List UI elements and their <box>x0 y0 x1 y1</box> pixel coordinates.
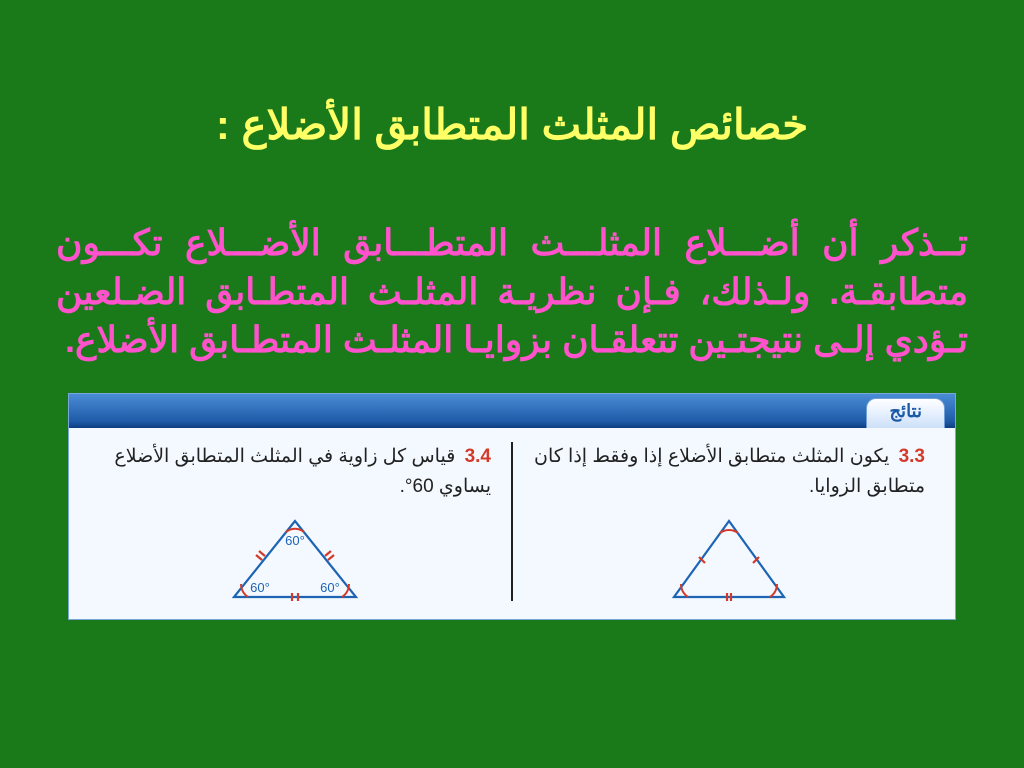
angle-top-label: 60° <box>285 533 305 548</box>
angle-left-label: 60° <box>250 580 270 595</box>
triangle-sixty-icon: 60° 60° 60° <box>210 509 380 609</box>
rule-number-1: 3.3 <box>899 446 925 467</box>
rule-body-1: يكون المثلث متطابق الأضلاع إذا وفقط إذا … <box>534 446 925 497</box>
rule-col-2: 3.4 قياس كل زاوية في المثلث المتطابق الأ… <box>83 442 507 609</box>
rule-text-1: 3.3 يكون المثلث متطابق الأضلاع إذا وفقط … <box>533 442 925 503</box>
slide-title: خصائص المثلث المتطابق الأضلاع : <box>50 100 974 149</box>
body-paragraph: تــذكر أن أضـــلاع المثلـــث المتطـــابق… <box>50 219 974 365</box>
results-box: نتائج 3.3 يكون المثلث متطابق الأضلاع إذا… <box>68 393 956 620</box>
column-divider <box>511 442 513 601</box>
rule-body-2: قياس كل زاوية في المثلث المتطابق الأضلاع… <box>114 446 491 497</box>
results-columns: 3.3 يكون المثلث متطابق الأضلاع إذا وفقط … <box>69 428 955 619</box>
figure-1 <box>533 509 925 609</box>
rule-text-2: 3.4 قياس كل زاوية في المثلث المتطابق الأ… <box>99 442 491 503</box>
rule-col-1: 3.3 يكون المثلث متطابق الأضلاع إذا وفقط … <box>517 442 941 609</box>
angle-right-label: 60° <box>320 580 340 595</box>
triangle-equiangular-icon <box>654 509 804 609</box>
figure-2: 60° 60° 60° <box>99 509 491 609</box>
tab-bar: نتائج <box>69 394 955 428</box>
slide: خصائص المثلث المتطابق الأضلاع : تــذكر أ… <box>0 0 1024 768</box>
rule-number-2: 3.4 <box>465 446 491 467</box>
results-tab: نتائج <box>866 398 945 428</box>
